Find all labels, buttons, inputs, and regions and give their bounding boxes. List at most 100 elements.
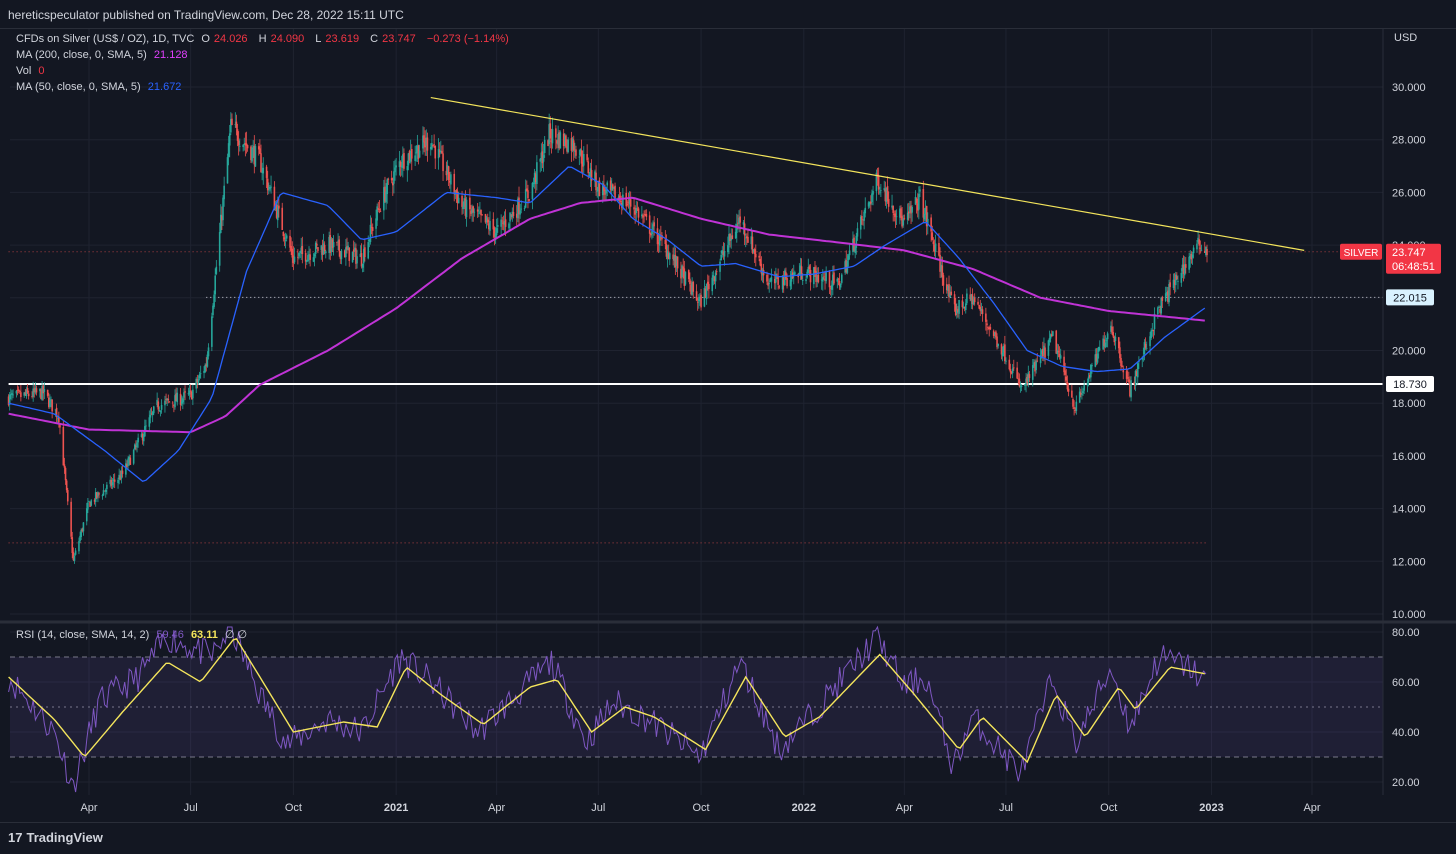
candle-body (218, 232, 221, 266)
rsi-axis[interactable]: 80.00 60.00 40.00 20.00 (1392, 627, 1420, 789)
rsi-legend[interactable]: RSI (14, close, SMA, 14, 2) 59.46 63.11 … (16, 628, 251, 641)
candle-body (1028, 374, 1031, 379)
candle-body (799, 265, 802, 275)
candle-body (35, 388, 38, 393)
price-tick-label: 14.000 (1392, 504, 1426, 516)
candle-body (603, 185, 605, 192)
candle-body (729, 233, 731, 242)
candle-body (1120, 357, 1122, 367)
candle-body (878, 191, 881, 193)
trendline[interactable] (430, 96, 1305, 251)
candle-body (82, 522, 85, 532)
candle-body (695, 291, 698, 301)
ma50-value: 21.672 (147, 81, 182, 93)
candle-body (1143, 342, 1146, 355)
candle-body (675, 256, 678, 266)
volume-legend[interactable]: Vol 0 (16, 65, 48, 77)
candle-body (1161, 297, 1164, 301)
candle-body (298, 252, 300, 257)
candle-body (270, 186, 272, 188)
candle-body (1126, 377, 1129, 379)
candle-body (737, 222, 739, 224)
candle-body (760, 263, 763, 274)
price-axis-unit: USD (1394, 32, 1417, 44)
ma200-legend[interactable]: MA (200, close, 0, SMA, 5) 21.128 (16, 49, 192, 61)
candle-body (712, 275, 715, 278)
candle-body (355, 248, 357, 264)
candle-body (165, 399, 167, 400)
candle-body (861, 215, 863, 220)
candle-body (118, 474, 120, 480)
candle-body (440, 150, 442, 153)
candle-body (550, 140, 553, 142)
candle-body (528, 199, 530, 201)
candle-body (188, 390, 191, 395)
candle-body (586, 154, 588, 161)
candle-body (556, 140, 558, 144)
candle-body (152, 406, 155, 414)
candle-body (919, 189, 921, 192)
candle-body (792, 273, 795, 277)
ma50-legend[interactable]: MA (50, close, 0, SMA, 5) 21.672 (16, 81, 185, 93)
candle-body (734, 231, 737, 239)
candle-body (1181, 264, 1184, 272)
candle-body (994, 332, 996, 335)
candle-body (1034, 361, 1036, 372)
candle-body (1199, 247, 1202, 249)
symbol-legend[interactable]: CFDs on Silver (US$ / OZ), 1D, TVC O 24.0… (16, 33, 513, 45)
candle-body (727, 245, 729, 253)
candle-body (567, 139, 569, 153)
candle-body (744, 237, 747, 239)
candle-body (713, 276, 716, 282)
tradingview-logo[interactable]: 17 TradingView (8, 830, 103, 845)
candle-body (496, 225, 499, 227)
candle-body (845, 260, 848, 272)
candle-body (192, 389, 194, 399)
candle-body (953, 294, 956, 305)
symbol-name[interactable]: CFDs on Silver (US$ / OZ), 1D, TVC (16, 33, 195, 45)
candle-body (359, 253, 362, 257)
candle-body (918, 193, 920, 210)
candle-body (753, 249, 756, 255)
candle-body (985, 313, 987, 322)
candle-body (1166, 292, 1168, 295)
time-axis[interactable]: Apr Jul Oct 2021 Apr Jul Oct 2022 Apr Jul Oct 2023 A… (80, 802, 1320, 814)
candle-body (23, 392, 26, 396)
candle-body (125, 463, 127, 475)
candle-body (477, 212, 480, 214)
candle-body (515, 213, 518, 218)
candle-body (682, 266, 684, 270)
candle-body (230, 119, 232, 133)
candle-body (304, 252, 307, 262)
candle-body (329, 235, 332, 253)
candle-body (1169, 282, 1171, 288)
candle-body (40, 389, 42, 399)
candle-body (1042, 348, 1044, 357)
candle-body (539, 158, 542, 162)
candle-body (1058, 353, 1061, 358)
candle-body (447, 166, 450, 181)
candle-body (1005, 360, 1007, 362)
candle-body (259, 148, 261, 154)
candle-body (964, 303, 967, 311)
candle-body (41, 385, 43, 400)
price-tick-label: 26.000 (1392, 187, 1426, 199)
candle-body (1172, 279, 1175, 288)
horizontal-levels (8, 251, 1383, 544)
rsi-tick-label: 60.00 (1392, 677, 1420, 689)
candle-body (410, 149, 413, 159)
candle-body (570, 138, 573, 151)
candle-body (300, 247, 303, 254)
candle-body (689, 278, 691, 285)
candle-body (926, 218, 929, 225)
candle-body (502, 222, 505, 224)
candle-body (367, 242, 370, 259)
candle-body (16, 390, 19, 392)
candle-body (658, 234, 661, 246)
candle-body (972, 299, 975, 305)
candle-body (55, 407, 58, 418)
candle-body (1130, 380, 1132, 398)
candle-body (899, 208, 901, 218)
candle-body (387, 178, 390, 180)
